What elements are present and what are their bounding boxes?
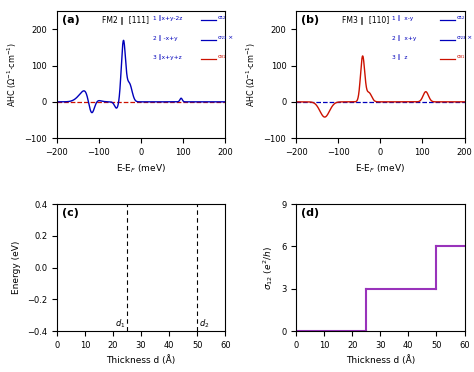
Text: $d_1$: $d_1$	[115, 318, 126, 330]
Text: (b): (b)	[301, 15, 319, 25]
X-axis label: Thickness d (Å): Thickness d (Å)	[346, 355, 415, 365]
Y-axis label: AHC ($\Omega^{-1}$$\cdot$cm$^{-1}$): AHC ($\Omega^{-1}$$\cdot$cm$^{-1}$)	[6, 42, 19, 107]
Y-axis label: Energy (eV): Energy (eV)	[12, 241, 21, 294]
Text: σ₃₁: σ₃₁	[218, 54, 226, 59]
Text: $d_2$: $d_2$	[199, 318, 209, 330]
Text: 1 ∥  x-y: 1 ∥ x-y	[392, 15, 413, 21]
Text: 1 ∥x+y-2z: 1 ∥x+y-2z	[153, 15, 182, 21]
Text: 2 ∥  x+y: 2 ∥ x+y	[392, 35, 417, 41]
Text: FM2 ∥  [111]: FM2 ∥ [111]	[102, 15, 149, 24]
Text: σ₂₃ ×: σ₂₃ ×	[218, 35, 233, 40]
Text: (c): (c)	[62, 208, 79, 218]
Y-axis label: $\sigma_{12}$ ($e^2/h$): $\sigma_{12}$ ($e^2/h$)	[262, 246, 275, 290]
Text: σ₃₁: σ₃₁	[457, 54, 465, 59]
Text: σ₁₂: σ₁₂	[457, 15, 465, 20]
Text: σ₂₃ ×: σ₂₃ ×	[457, 35, 472, 40]
Text: σ₁₂: σ₁₂	[218, 15, 226, 20]
X-axis label: E-E$_F$ (meV): E-E$_F$ (meV)	[116, 163, 166, 175]
Text: (a): (a)	[62, 15, 80, 25]
Text: (d): (d)	[301, 208, 319, 218]
X-axis label: Thickness d (Å): Thickness d (Å)	[107, 355, 176, 365]
Y-axis label: AHC ($\Omega^{-1}$$\cdot$cm$^{-1}$): AHC ($\Omega^{-1}$$\cdot$cm$^{-1}$)	[245, 42, 258, 107]
Text: FM3 ∥  [110]: FM3 ∥ [110]	[342, 15, 389, 24]
Text: 2 ∥ -x+y: 2 ∥ -x+y	[153, 35, 178, 41]
Text: 3 ∥x+y+z: 3 ∥x+y+z	[153, 54, 182, 60]
X-axis label: E-E$_F$ (meV): E-E$_F$ (meV)	[355, 163, 405, 175]
Text: 3 ∥  z: 3 ∥ z	[392, 54, 408, 60]
